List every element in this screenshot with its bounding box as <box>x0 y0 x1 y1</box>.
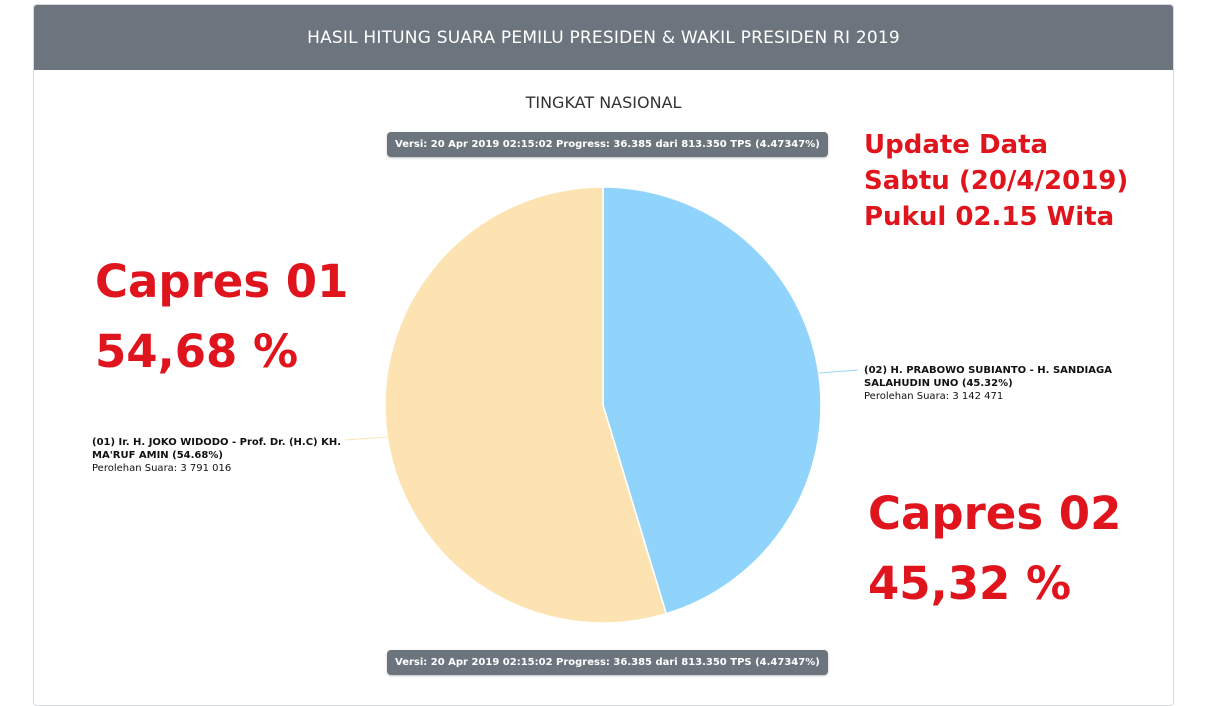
leader-line-02 <box>818 369 859 374</box>
pie-slice-02[interactable] <box>602 186 822 615</box>
slice-label-02: (02) H. PRABOWO SUBIANTO - H. SANDIAGA S… <box>864 364 1114 403</box>
chart-subtitle: TINGKAT NASIONAL <box>525 93 682 112</box>
capres-02-percent: 45,32 % <box>868 557 1072 610</box>
candidate-02-votes: Perolehan Suara: 3 142 471 <box>864 391 1004 402</box>
version-badge-top: Versi: 20 Apr 2019 02:15:02 Progress: 36… <box>387 132 828 157</box>
update-annotation: Update Data Sabtu (20/4/2019) Pukul 02.1… <box>864 127 1128 235</box>
candidate-01-name: (01) Ir. H. JOKO WIDODO - Prof. Dr. (H.C… <box>92 437 342 461</box>
slice-label-01: (01) Ir. H. JOKO WIDODO - Prof. Dr. (H.C… <box>92 436 362 475</box>
version-badge-bottom: Versi: 20 Apr 2019 02:15:02 Progress: 36… <box>387 650 828 675</box>
capres-02-title: Capres 02 <box>868 487 1122 540</box>
capres-01-title: Capres 01 <box>95 255 349 308</box>
update-line-1: Update Data <box>864 130 1049 160</box>
candidate-01-votes: Perolehan Suara: 3 791 016 <box>92 463 232 474</box>
update-line-2: Sabtu (20/4/2019) <box>864 166 1129 196</box>
update-line-3: Pukul 02.15 Wita <box>864 202 1115 232</box>
capres-01-percent: 54,68 % <box>95 325 299 378</box>
pie-slice-01[interactable] <box>384 186 668 624</box>
page-title: HASIL HITUNG SUARA PEMILU PRESIDEN & WAK… <box>307 27 900 48</box>
panel-header: HASIL HITUNG SUARA PEMILU PRESIDEN & WAK… <box>34 5 1173 70</box>
candidate-02-name: (02) H. PRABOWO SUBIANTO - H. SANDIAGA S… <box>864 365 1112 389</box>
pie-chart <box>344 186 859 624</box>
leader-line-01 <box>344 436 388 441</box>
